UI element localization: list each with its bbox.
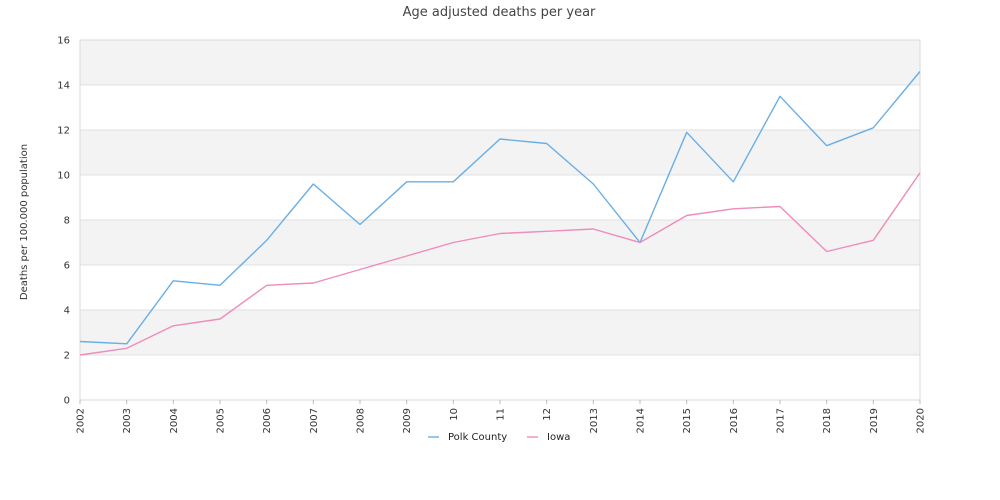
legend-item-polk-county[interactable]: Polk County — [428, 432, 507, 443]
background-band — [80, 355, 920, 400]
x-tick-label: 2009 — [402, 408, 413, 433]
y-tick-label: 6 — [64, 261, 70, 272]
x-tick-label: 2017 — [776, 408, 787, 433]
y-tick-label: 16 — [57, 36, 70, 47]
y-axis-label: Deaths per 100.000 population — [19, 144, 30, 300]
x-tick-label: 2008 — [356, 408, 367, 433]
series-line-iowa — [79, 172, 921, 356]
background-band — [80, 220, 920, 265]
x-tick-label: 2013 — [589, 408, 600, 433]
y-tick-label: 10 — [57, 171, 70, 182]
x-tick-label: 2007 — [309, 408, 320, 433]
x-tick-label: 2016 — [729, 408, 740, 433]
y-tick-label: 8 — [64, 216, 70, 227]
y-tick-label: 14 — [57, 81, 70, 92]
x-tick-label: 2014 — [636, 408, 647, 433]
background-band — [80, 130, 920, 175]
background-band — [80, 85, 920, 130]
legend-label: Iowa — [547, 432, 570, 443]
chart-title: Age adjusted deaths per year — [403, 5, 596, 20]
background-bands — [80, 40, 920, 400]
background-band — [80, 40, 920, 85]
x-tick-label: 2019 — [869, 408, 880, 433]
y-axis-ticks: 0 2 4 6 8 10 12 14 16 — [57, 36, 70, 407]
y-tick-label: 4 — [64, 306, 70, 317]
series-line-polk-county — [79, 71, 921, 345]
legend[interactable]: Polk County Iowa — [428, 432, 570, 443]
legend-item-iowa[interactable]: Iowa — [527, 432, 570, 443]
x-tick-label: 2006 — [262, 408, 273, 433]
x-tick-label: 2002 — [76, 408, 87, 433]
x-tick-label: 12 — [542, 408, 553, 421]
x-axis-ticks: 2002 2003 2004 2005 2006 2007 2008 2009 10 11 12 20… — [76, 400, 927, 433]
x-tick-label: 2018 — [822, 408, 833, 433]
y-tick-label: 12 — [57, 126, 70, 137]
x-tick-label: 2020 — [916, 408, 927, 433]
x-tick-label: 10 — [449, 408, 460, 421]
x-tick-label: 2004 — [169, 408, 180, 433]
x-tick-label: 2015 — [682, 408, 693, 433]
y-tick-label: 0 — [64, 396, 70, 407]
x-tick-label: 2003 — [122, 408, 133, 433]
background-band — [80, 265, 920, 310]
background-band — [80, 310, 920, 355]
series-layer — [79, 71, 921, 356]
x-tick-label: 11 — [496, 408, 507, 421]
legend-label: Polk County — [448, 432, 507, 443]
x-tick-label: 2005 — [216, 408, 227, 433]
background-band — [80, 175, 920, 220]
y-tick-label: 2 — [64, 351, 70, 362]
